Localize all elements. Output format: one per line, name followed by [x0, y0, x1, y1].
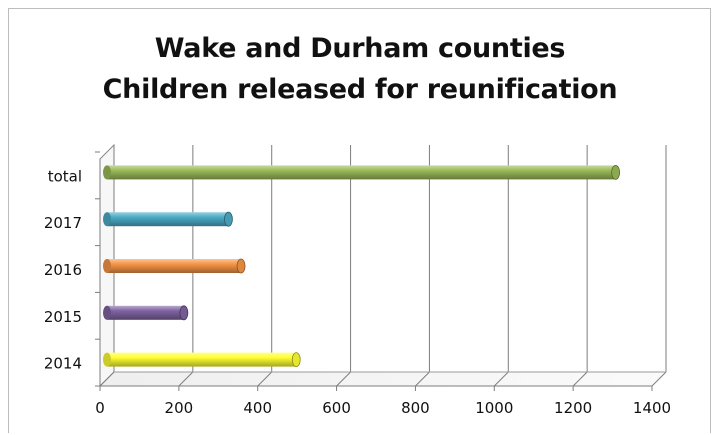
bar-2017	[103, 211, 233, 227]
floor-gridline	[257, 371, 273, 387]
bar-total	[103, 164, 621, 180]
y-category-label: 2015	[44, 308, 82, 326]
chart-title-line-2: Children released for reunification	[102, 74, 618, 105]
x-tick-label: 1200	[554, 399, 592, 417]
bar-body	[107, 352, 297, 367]
floor-gridline	[178, 371, 194, 387]
x-tick-label: 200	[165, 399, 194, 417]
bar-end-cap	[224, 211, 233, 227]
bar-start-cap	[103, 212, 111, 227]
bar-start-cap	[103, 305, 111, 320]
bar-2015	[103, 305, 189, 321]
floor-gridline	[651, 371, 667, 387]
y-category-label: 2014	[44, 355, 82, 373]
floor-gridline	[336, 371, 351, 387]
bar-end-cap	[236, 258, 246, 274]
x-tick-label: 800	[401, 399, 430, 417]
bar-2016	[103, 258, 246, 274]
bar-end-cap	[611, 164, 621, 180]
x-tick-label: 400	[243, 399, 272, 417]
bar-start-cap	[103, 259, 111, 273]
floor-gridline	[415, 371, 430, 387]
chart-title-line-1: Wake and Durham counties	[154, 33, 566, 64]
x-tick-label: 1000	[475, 399, 513, 417]
bar-end-cap	[179, 305, 189, 321]
bar-start-cap	[103, 165, 111, 180]
bar-end-cap	[291, 352, 301, 368]
bar-start-cap	[103, 352, 111, 367]
y-category-label: 2017	[44, 214, 82, 232]
x-tick-label: 1400	[633, 399, 671, 417]
y-category-label: 2016	[44, 261, 82, 279]
floor-gridline	[572, 371, 588, 387]
bar-body	[107, 212, 229, 227]
bar-body	[107, 259, 242, 273]
floor	[100, 372, 666, 386]
y-category-label: total	[48, 167, 82, 185]
bar-2014	[103, 352, 301, 368]
bar-body	[107, 165, 616, 180]
floor-gridline	[493, 371, 509, 387]
x-tick-label: 0	[95, 399, 105, 417]
x-tick-label: 600	[322, 399, 351, 417]
floor-gridline	[99, 371, 115, 387]
bar-body	[107, 305, 184, 320]
